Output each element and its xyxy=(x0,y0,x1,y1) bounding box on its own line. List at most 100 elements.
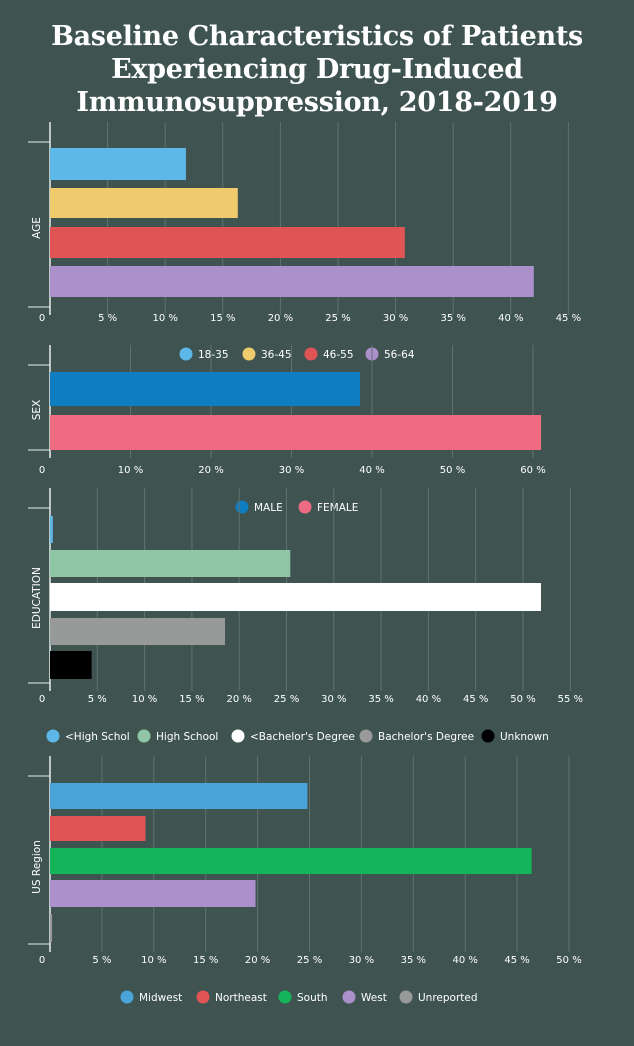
x-tick-label: 20 % xyxy=(245,955,270,966)
legend-label: Unreported xyxy=(418,992,478,1004)
legend-label: 46-55 xyxy=(323,349,354,361)
x-tick-label: 35 % xyxy=(401,955,426,966)
legend-swatch xyxy=(231,729,245,743)
legend-label: High School xyxy=(156,731,218,743)
x-tick-label: 50 % xyxy=(556,955,581,966)
legend-swatch xyxy=(481,729,495,743)
y-axis-label: AGE xyxy=(31,217,43,239)
x-tick-label: 20 % xyxy=(268,313,293,324)
legend-label: MALE xyxy=(254,502,283,514)
chart-us-region: US Region 0 5 % 10 % 15 % 20 % 25 % 30 % 35 % 40 … xyxy=(28,756,582,1004)
legend-swatch xyxy=(46,729,60,743)
title-line: Immunosuppression, 2018-2019 xyxy=(76,87,558,118)
legend-label: <Bachelor's Degree xyxy=(250,731,355,743)
x-tick-label: 0 xyxy=(39,694,45,705)
x-tick-label: 5 % xyxy=(98,313,117,324)
x-tick-label: 5 % xyxy=(92,955,111,966)
legend-label: Midwest xyxy=(139,992,182,1004)
x-tick-label: 25 % xyxy=(274,694,299,705)
legend-label: 36-45 xyxy=(261,349,292,361)
x-tick-label: 50 % xyxy=(440,465,465,476)
chart-title: Baseline Characteristics of Patients Exp… xyxy=(0,20,634,119)
bar-high-schol xyxy=(50,516,53,543)
x-tick-label: 60 % xyxy=(520,465,545,476)
x-tick-label: 20 % xyxy=(198,465,223,476)
legend-label: Unknown xyxy=(500,731,549,743)
bar-bachelor-s-degree xyxy=(50,583,541,611)
legend-swatch xyxy=(137,729,151,743)
legend-swatch xyxy=(235,500,249,514)
bar-56-64 xyxy=(50,266,534,297)
bar-46-55 xyxy=(50,227,405,258)
x-tick-label: 45 % xyxy=(556,313,581,324)
x-tick-label: 40 % xyxy=(416,694,441,705)
x-tick-label: 30 % xyxy=(321,694,346,705)
x-tick-label: 5 % xyxy=(88,694,107,705)
legend-swatch xyxy=(120,990,134,1004)
legend-swatch xyxy=(179,347,193,361)
x-tick-label: 35 % xyxy=(368,694,393,705)
x-tick-label: 45 % xyxy=(463,694,488,705)
legend-label: 18-35 xyxy=(198,349,229,361)
legend-swatch xyxy=(359,729,373,743)
legend-label: Bachelor's Degree xyxy=(378,731,474,743)
bar-unknown xyxy=(50,651,92,679)
x-tick-label: 0 xyxy=(39,465,45,476)
x-tick-label: 30 % xyxy=(349,955,374,966)
x-tick-label: 40 % xyxy=(498,313,523,324)
bar-male xyxy=(50,372,360,406)
x-tick-label: 10 % xyxy=(141,955,166,966)
x-tick-label: 55 % xyxy=(558,694,583,705)
legend-label: South xyxy=(297,992,328,1004)
x-tick-label: 25 % xyxy=(325,313,350,324)
bar-west xyxy=(50,880,256,907)
legend-swatch xyxy=(196,990,210,1004)
y-axis-label: US Region xyxy=(31,840,43,894)
chart-age: AGE 0 5 % 10 % 15 % 20 % 25 % 30 % 35 % 40 % 45 % 1… xyxy=(28,122,581,361)
bar-unreported xyxy=(50,914,53,942)
x-tick-label: 0 xyxy=(39,955,45,966)
x-tick-label: 20 % xyxy=(226,694,251,705)
x-tick-label: 35 % xyxy=(440,313,465,324)
bar-high-school xyxy=(50,550,291,577)
y-axis-label: SEX xyxy=(31,400,43,421)
legend-swatch xyxy=(242,347,256,361)
legend-label: Northeast xyxy=(215,992,267,1004)
x-tick-label: 15 % xyxy=(193,955,218,966)
legend-label: <High Schol xyxy=(65,731,130,743)
legend-swatch xyxy=(298,500,312,514)
bar-female xyxy=(50,415,542,450)
x-tick-label: 0 xyxy=(39,313,45,324)
bar-18-35 xyxy=(50,148,186,180)
legend-label: FEMALE xyxy=(317,502,358,514)
x-tick-label: 45 % xyxy=(504,955,529,966)
legend-label: West xyxy=(361,992,387,1004)
x-tick-label: 10 % xyxy=(132,694,157,705)
y-axis-label: EDUCATION xyxy=(31,567,43,629)
legend-swatch xyxy=(278,990,292,1004)
x-tick-label: 30 % xyxy=(383,313,408,324)
bar-south xyxy=(50,848,532,874)
x-tick-label: 30 % xyxy=(279,465,304,476)
bar-bachelor-s-degree xyxy=(50,618,226,645)
legend-swatch xyxy=(304,347,318,361)
x-tick-label: 10 % xyxy=(118,465,143,476)
x-tick-label: 40 % xyxy=(359,465,384,476)
chart-sex: SEX 0 10 % 20 % 30 % 40 % 50 % 60 % MALE FEMALE xyxy=(28,345,546,514)
title-line: Experiencing Drug-Induced xyxy=(111,54,523,85)
title-line: Baseline Characteristics of Patients xyxy=(51,21,583,52)
legend-swatch xyxy=(399,990,413,1004)
x-tick-label: 40 % xyxy=(452,955,477,966)
x-tick-label: 15 % xyxy=(179,694,204,705)
legend-label: 56-64 xyxy=(384,349,415,361)
x-tick-label: 50 % xyxy=(510,694,535,705)
x-tick-label: 15 % xyxy=(210,313,235,324)
bar-northeast xyxy=(50,816,146,841)
bar-midwest xyxy=(50,783,308,809)
chart-education: EDUCATION 0 5 % 10 % 15 % 20 % 25 % 30 % 35 % 40 … xyxy=(28,488,583,743)
x-tick-label: 10 % xyxy=(152,313,177,324)
x-tick-label: 25 % xyxy=(297,955,322,966)
legend-swatch xyxy=(342,990,356,1004)
bar-36-45 xyxy=(50,188,238,218)
